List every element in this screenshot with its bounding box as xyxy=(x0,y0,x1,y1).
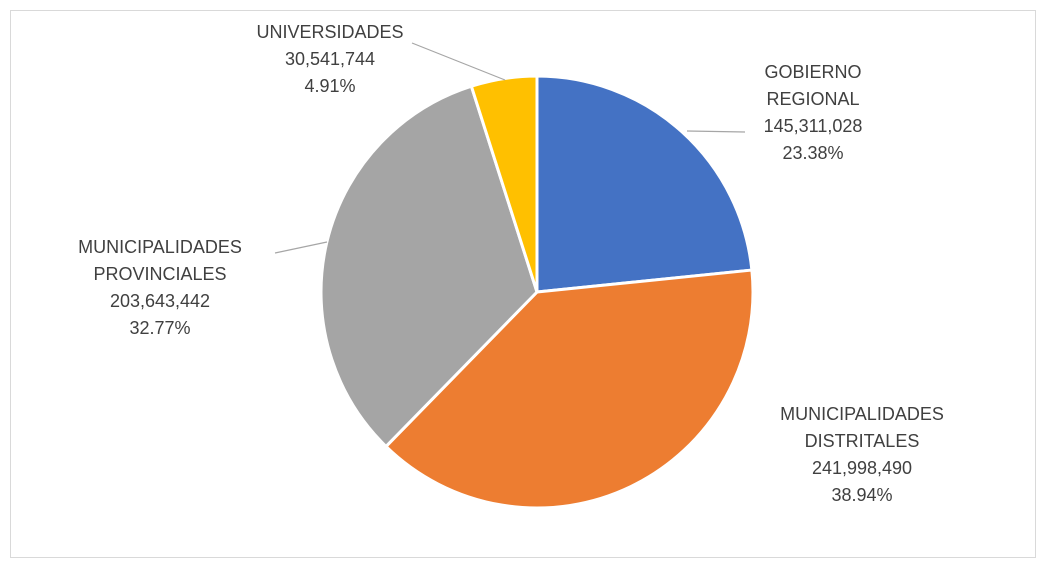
pie-slice-gobierno-regional xyxy=(535,74,754,294)
data-label-percent: 38.94% xyxy=(831,485,892,505)
data-label-category: UNIVERSIDADES xyxy=(256,22,403,42)
data-label-value: 145,311,028 xyxy=(764,116,863,136)
data-label-category: DISTRITALES xyxy=(805,431,920,451)
pie-slice-municipalidades-distritales xyxy=(384,268,755,510)
pie-slices xyxy=(319,74,755,510)
data-labels: GOBIERNO REGIONAL 145,311,028 23.38% MUNICIP… xyxy=(78,22,944,505)
data-label-percent: 32.77% xyxy=(129,318,190,338)
data-label-value: 241,998,490 xyxy=(812,458,912,478)
data-label-category: MUNICIPALIDADES xyxy=(780,404,944,424)
data-label-percent: 23.38% xyxy=(782,143,843,163)
data-label-category: PROVINCIALES xyxy=(93,264,226,284)
data-label-municipalidades-provinciales: MUNICIPALIDADES PROVINCIALES 203,643,442 32… xyxy=(78,237,242,338)
pie-slice-universidades xyxy=(469,74,539,294)
data-label-category: MUNICIPALIDADES xyxy=(78,237,242,257)
data-label-municipalidades-distritales: MUNICIPALIDADES DISTRITALES 241,998,490 38.… xyxy=(780,404,944,505)
data-label-percent: 4.91% xyxy=(304,76,355,96)
leader-line-universidades xyxy=(411,42,506,81)
leader-lines xyxy=(274,42,746,254)
data-label-gobierno-regional: GOBIERNO REGIONAL 145,311,028 23.38% xyxy=(764,62,863,163)
leader-line-municipalidades-provinciales xyxy=(274,241,328,254)
data-label-value: 30,541,744 xyxy=(285,49,375,69)
data-label-value: 203,643,442 xyxy=(110,291,210,311)
data-label-category: REGIONAL xyxy=(766,89,859,109)
data-label-category: GOBIERNO xyxy=(764,62,861,82)
data-label-universidades: UNIVERSIDADES 30,541,744 4.91% xyxy=(256,22,403,96)
leader-line-gobierno-regional xyxy=(686,130,746,133)
